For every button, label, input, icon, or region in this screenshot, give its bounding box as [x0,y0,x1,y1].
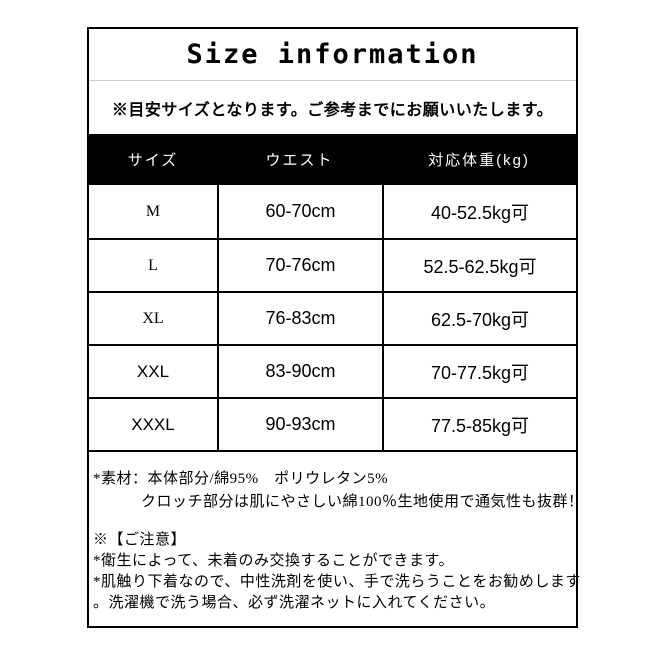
size-table-body: M 60-70cm 40-52.5kg可 L 70-76cm 52.5-62.5… [89,185,576,450]
header-cell-size: サイズ [127,152,179,169]
table-row: XXXL 90-93cm 77.5-85kg可 [89,397,576,450]
table-row: XL 76-83cm 62.5-70kg可 [89,291,576,344]
size-value: XL [142,309,164,327]
weight-value: 52.5-62.5kg可 [382,240,576,291]
info-section: *素材：本体部分/綿95% ポリウレタン5% クロッチ部分は肌にやさしい綿100… [89,450,584,626]
page-title: Size information [89,29,576,81]
caution-heading: ※【ご注意】 [93,532,187,548]
caution-block: ※【ご注意】 *衛生によって、未着のみ交換することができます。 *肌触り下着なの… [93,530,581,614]
header-cell-waist: ウエスト [265,152,334,169]
caution-line-1: *衛生によって、未着のみ交換することができます。 [93,553,455,569]
size-value: M [145,202,161,220]
table-row: M 60-70cm 40-52.5kg可 [89,185,576,238]
weight-value: 77.5-85kg可 [382,399,576,450]
material-line-2: クロッチ部分は肌にやさしい綿100％生地使用で通気性も抜群！ [141,494,584,510]
table-row: XXL 83-90cm 70-77.5kg可 [89,344,576,397]
caution-line-3: 。洗濯機で洗う場合、必ず洗濯ネットに入れてください。 [93,595,496,611]
material-line-1: *素材：本体部分/綿95% ポリウレタン5% [93,471,389,487]
size-information-panel: Size information ※目安サイズとなります。ご参考までにお願いいた… [87,27,584,628]
waist-value: 70-76cm [217,240,382,291]
waist-value: 60-70cm [217,185,382,238]
header-cell-weight: 対応体重(kg) [428,152,530,169]
size-value: L [148,256,158,274]
weight-value: 40-52.5kg可 [382,185,576,238]
waist-value: 90-93cm [217,399,382,450]
weight-value: 70-77.5kg可 [382,346,576,397]
table-row: L 70-76cm 52.5-62.5kg可 [89,238,576,291]
table-header-row: サイズ ウエスト 対応体重(kg) [89,134,576,185]
weight-value: 62.5-70kg可 [382,293,576,344]
material-block: *素材：本体部分/綿95% ポリウレタン5% クロッチ部分は肌にやさしい綿100… [93,468,584,514]
notice-text: ※目安サイズとなります。ご参考までにお願いいたします。 [111,101,554,119]
size-value: XXXL [131,414,175,434]
waist-value: 83-90cm [217,346,382,397]
size-value: XXL [136,361,170,381]
waist-value: 76-83cm [217,293,382,344]
caution-line-2: *肌触り下着なので、中性洗剤を使い、手で洗らうことをお勧めします [93,574,581,590]
